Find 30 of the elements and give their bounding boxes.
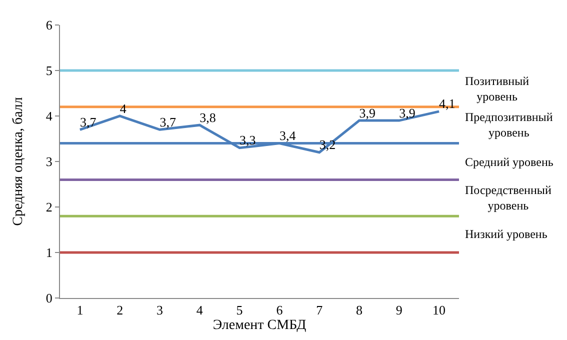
data-label: 3,7: [160, 114, 176, 130]
data-label: 3,4: [279, 128, 296, 144]
y-tick-label: 6: [46, 18, 53, 33]
x-tick-label: 2: [116, 302, 124, 318]
x-tick-label: 6: [276, 302, 284, 318]
text: Предпозитивный уровень: [465, 110, 554, 140]
text: Посредственный уровень: [465, 183, 552, 213]
x-tick-label: 4: [196, 302, 204, 318]
y-tick-label: 4: [46, 108, 53, 124]
y-axis-title: Средняя оценка, балл: [11, 97, 26, 226]
text: Позитивный уровень: [465, 74, 530, 104]
x-tick-label: 9: [396, 302, 402, 318]
y-tick-label: 1: [46, 245, 52, 260]
y-tick-label: 2: [46, 200, 52, 215]
data-label: 3,8: [200, 110, 216, 125]
data-label: 3,9: [359, 105, 376, 120]
x-tick-label: 10: [432, 302, 446, 318]
text: Низкий уровень: [465, 227, 548, 241]
x-tick-label: 7: [316, 302, 324, 318]
y-tick-label: 3: [46, 154, 52, 170]
y-tick-label: 5: [46, 63, 52, 78]
x-tick-label: 3: [156, 302, 163, 318]
data-label: 3,9: [399, 105, 416, 120]
x-tick-label: 8: [356, 302, 362, 318]
y-tick-label: 0: [46, 290, 52, 306]
x-axis-title: Элемент СМБД: [212, 318, 307, 333]
data-label: 3,7: [80, 114, 97, 130]
text: Средний уровень: [465, 155, 554, 169]
x-tick-label: 1: [76, 302, 84, 318]
x-tick-label: 5: [236, 302, 243, 318]
